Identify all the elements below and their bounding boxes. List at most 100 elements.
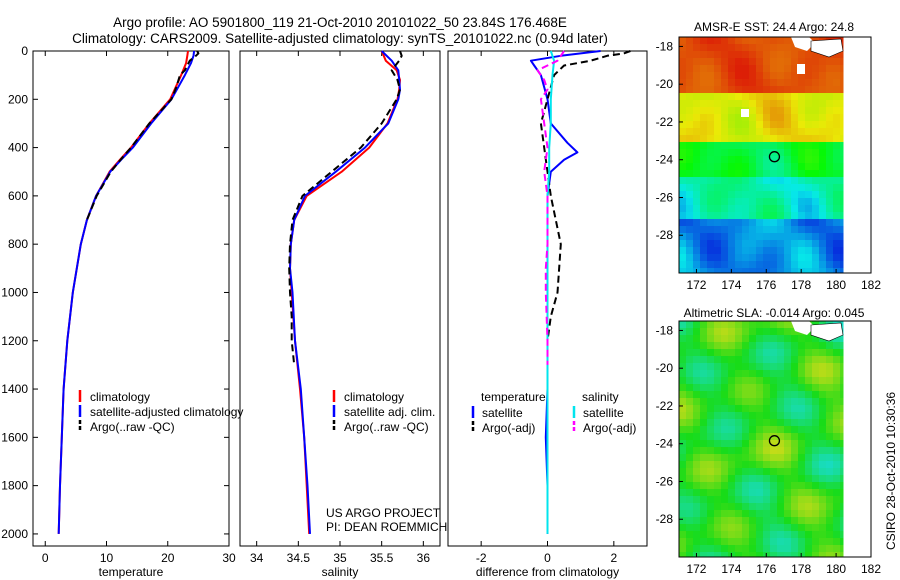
map-cell	[693, 100, 701, 108]
map-cell	[756, 461, 764, 469]
map-cell	[742, 405, 750, 413]
map-cell	[686, 114, 694, 122]
map-cell	[840, 545, 844, 553]
map-cell	[735, 426, 743, 434]
map-cell	[798, 205, 806, 213]
map-cell	[833, 72, 841, 80]
map-cell	[714, 86, 722, 94]
map-cell	[714, 100, 722, 108]
map-cell	[742, 100, 750, 108]
map-cell	[798, 212, 806, 220]
map-cell	[728, 356, 736, 364]
map-cell	[763, 342, 771, 350]
map-cell	[791, 426, 799, 434]
map-cell	[721, 454, 729, 462]
map-cell	[798, 349, 806, 357]
map-cell	[784, 482, 792, 490]
map-cell	[721, 128, 729, 136]
map-cell	[791, 198, 799, 206]
map-cell	[826, 163, 834, 171]
map-cell	[777, 100, 785, 108]
map-cell	[826, 86, 834, 94]
map-cell	[749, 482, 757, 490]
map-cell	[707, 475, 715, 483]
map-cell	[791, 496, 799, 504]
map-cell	[693, 475, 701, 483]
map-cell	[819, 440, 827, 448]
map-cell	[770, 72, 778, 80]
map-cell	[721, 363, 729, 371]
map-cell	[805, 468, 813, 476]
map-cell	[763, 426, 771, 434]
map-cell	[833, 58, 841, 66]
map-cell	[714, 538, 722, 546]
map-cell	[742, 321, 750, 329]
map-cell	[700, 170, 708, 178]
map-cell	[714, 156, 722, 164]
map-cell	[833, 107, 841, 115]
map-cell	[728, 321, 736, 329]
map-cell	[826, 510, 834, 518]
map-cell	[784, 114, 792, 122]
map-cell	[686, 370, 694, 378]
map-cell	[700, 433, 708, 441]
map-cell	[812, 156, 820, 164]
map-cell	[777, 461, 785, 469]
map-cell	[812, 489, 820, 497]
map-cell	[714, 328, 722, 336]
map-cell	[763, 531, 771, 539]
map-cell	[770, 212, 778, 220]
map-cell	[777, 426, 785, 434]
map-cell	[805, 219, 813, 227]
map-cell	[693, 496, 701, 504]
map-cell	[728, 261, 736, 269]
x-tick-label: 34	[250, 551, 264, 565]
map-cell	[756, 254, 764, 262]
map-cell	[833, 128, 841, 136]
map-cell	[679, 135, 687, 143]
map-cell	[812, 370, 820, 378]
map-cell	[714, 503, 722, 511]
map-cell	[756, 198, 764, 206]
map-cell	[686, 349, 694, 357]
map-cell	[812, 205, 820, 213]
map-cell	[777, 177, 785, 185]
map-cell	[756, 482, 764, 490]
map-cell	[833, 384, 841, 392]
map-cell	[756, 72, 764, 80]
map-cell	[749, 517, 757, 525]
map-cell	[714, 517, 722, 525]
map-cell	[749, 384, 757, 392]
map-cell	[791, 524, 799, 532]
map-cell	[840, 503, 844, 511]
map-cell	[742, 475, 750, 483]
map-cell	[798, 128, 806, 136]
map-cell	[840, 433, 844, 441]
map-cell	[777, 531, 785, 539]
map-cell	[693, 219, 701, 227]
map-cell	[700, 93, 708, 101]
map-cell	[812, 121, 820, 129]
map-cell	[707, 482, 715, 490]
map-cell	[819, 233, 827, 241]
map-cell	[714, 142, 722, 150]
map-cell	[686, 170, 694, 178]
map-cell	[686, 342, 694, 350]
map-cell	[686, 552, 694, 558]
map-cell	[721, 268, 729, 274]
map-cell	[756, 517, 764, 525]
map-cell	[686, 72, 694, 80]
map-cell	[805, 384, 813, 392]
map-cell	[693, 226, 701, 234]
map-cell	[749, 233, 757, 241]
map-cell	[700, 468, 708, 476]
map-cell	[791, 538, 799, 546]
map-cell	[679, 538, 687, 546]
map-cell	[826, 552, 834, 558]
map-cell	[826, 191, 834, 199]
map-cell	[735, 363, 743, 371]
map-cell	[707, 177, 715, 185]
map-cell	[721, 93, 729, 101]
map-cell	[707, 405, 715, 413]
map-cell	[721, 261, 729, 269]
